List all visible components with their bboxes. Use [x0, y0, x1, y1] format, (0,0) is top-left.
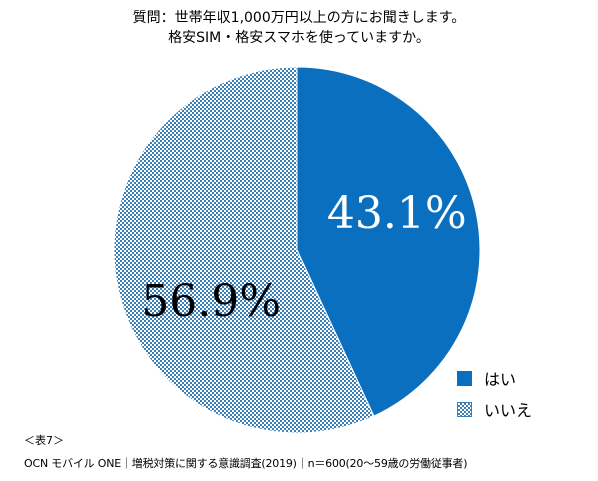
- title-line-2: 格安SIM・格安スマホを使っていますか。: [168, 30, 430, 46]
- pie-slices: [113, 66, 481, 434]
- data-label-yes: 43.1%: [327, 188, 467, 239]
- legend-label-no: いいえ: [484, 401, 533, 420]
- source-note: OCN モバイル ONE｜増税対策に関する意識調査(2019)｜n＝600(20…: [24, 457, 468, 470]
- pie-slice-no: [113, 66, 375, 434]
- legend-swatch-yes: [457, 370, 472, 386]
- pie-labels: 43.1% 56.9%: [141, 188, 466, 327]
- pie-slice-yes: [296, 66, 481, 417]
- legend-item-yes: はい: [457, 367, 587, 389]
- table-number-note: ＜表7＞: [24, 434, 64, 447]
- title-line-1: 質問：世帯年収1,000万円以上の方にお聞きします。: [132, 10, 466, 26]
- legend: はい いいえ: [457, 367, 587, 429]
- legend-label-yes: はい: [484, 370, 517, 389]
- legend-item-no: いいえ: [457, 398, 587, 420]
- legend-swatch-no: [457, 401, 472, 417]
- data-label-no: 56.9%: [141, 276, 281, 327]
- chart-title: 質問：世帯年収1,000万円以上の方にお聞きします。 格安SIM・格安スマホを使…: [0, 8, 598, 48]
